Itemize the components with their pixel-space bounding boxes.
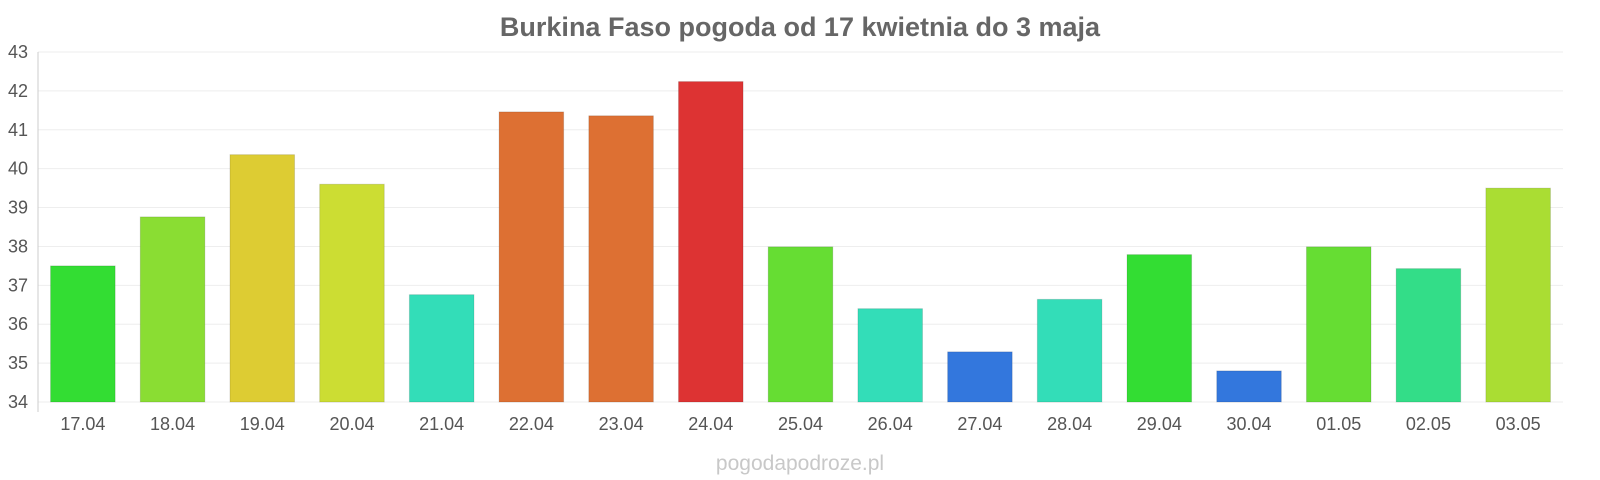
y-axis-ticks: 34 35 36 37 38 39 40 41 42 43 <box>8 42 28 412</box>
bar-25.04 <box>767 246 834 403</box>
y-tick-label: 38 <box>8 236 28 256</box>
bar-26.04 <box>857 308 923 403</box>
x-tick-label: 21.04 <box>419 414 464 434</box>
x-tick-label: 26.04 <box>868 414 913 434</box>
y-tick-label: 39 <box>8 198 28 218</box>
y-tick-label: 42 <box>8 81 28 101</box>
x-tick-label: 03.05 <box>1496 414 1541 434</box>
x-tick-label: 23.04 <box>599 414 644 434</box>
chart-title: Burkina Faso pogoda od 17 kwietnia do 3 … <box>500 12 1101 42</box>
x-axis-ticks: 17.04 18.04 19.04 20.04 21.04 22.04 23.04 24.04… <box>60 414 1540 434</box>
x-tick-label: 01.05 <box>1316 414 1361 434</box>
x-tick-label: 17.04 <box>60 414 105 434</box>
bars <box>50 81 1551 403</box>
bar-20.04 <box>319 183 385 403</box>
y-tick-label: 40 <box>8 159 28 179</box>
x-tick-label: 28.04 <box>1047 414 1092 434</box>
bar-18.04 <box>139 216 206 403</box>
x-tick-label: 18.04 <box>150 414 195 434</box>
bar-24.04 <box>678 81 744 403</box>
y-tick-label: 34 <box>8 392 28 412</box>
bar-29.04 <box>1126 254 1193 403</box>
bar-22.04 <box>498 111 565 403</box>
x-tick-label: 19.04 <box>240 414 285 434</box>
watermark: pogodapodroze.pl <box>716 452 884 475</box>
bar-27.04 <box>947 351 1013 403</box>
bar-21.04 <box>408 294 475 403</box>
bar-01.05 <box>1305 246 1372 403</box>
bar-28.04 <box>1036 298 1103 403</box>
x-tick-label: 02.05 <box>1406 414 1451 434</box>
x-tick-label: 25.04 <box>778 414 823 434</box>
x-tick-label: 30.04 <box>1227 414 1272 434</box>
x-tick-label: 27.04 <box>957 414 1002 434</box>
bar-03.05 <box>1485 187 1551 403</box>
y-tick-label: 37 <box>8 275 28 295</box>
y-tick-label: 36 <box>8 314 28 334</box>
bar-17.04 <box>50 265 116 403</box>
y-tick-label: 41 <box>8 120 28 140</box>
x-tick-label: 24.04 <box>688 414 733 434</box>
x-tick-label: 29.04 <box>1137 414 1182 434</box>
bar-23.04 <box>588 115 654 403</box>
x-tick-label: 20.04 <box>329 414 374 434</box>
y-tick-label: 43 <box>8 42 28 62</box>
bar-19.04 <box>229 154 296 403</box>
bar-30.04 <box>1216 370 1282 403</box>
y-tick-label: 35 <box>8 353 28 373</box>
x-tick-label: 22.04 <box>509 414 554 434</box>
bar-02.05 <box>1395 268 1462 403</box>
